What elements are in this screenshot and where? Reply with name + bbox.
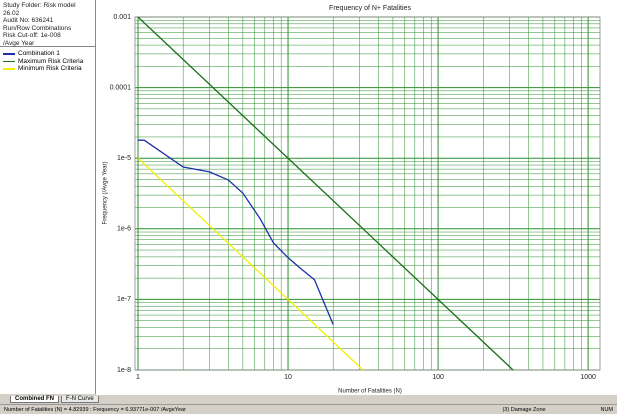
- legend-label: Combination 1: [18, 50, 60, 58]
- info-line: Risk Cut-off: 1e-008: [3, 32, 61, 40]
- info-line: Audit No: 636241: [3, 17, 54, 25]
- y-tick-label: 1e-6: [117, 226, 131, 233]
- status-field: (3) Damage Zone: [502, 406, 546, 413]
- y-tick-label: 0.001: [113, 14, 131, 21]
- chart-background: [96, 0, 617, 395]
- y-tick-label: 0.0001: [110, 84, 132, 91]
- legend-swatch: [3, 53, 15, 55]
- chart: Frequency of N+ Fatalities Number of Fat…: [96, 0, 617, 395]
- y-axis-label: Frequency (/Avge Year): [103, 162, 109, 225]
- tab[interactable]: F-N Curve: [61, 396, 99, 403]
- x-axis-label: Number of Fatalities (N): [338, 389, 402, 395]
- side-panel: Study Folder: Risk model 26.02 Audit No: 6…: [0, 0, 96, 394]
- legend: Combination 1 Maximum Risk Criteria Minimu…: [0, 47, 95, 76]
- legend-swatch: [3, 68, 15, 70]
- status-field: Number of Fatalities (N) = 4.82939 : Fre…: [4, 406, 186, 413]
- status-bar: Number of Fatalities (N) = 4.82939 : Fre…: [0, 404, 617, 414]
- info-line: 26.02: [3, 9, 20, 17]
- x-tick-label: 1000: [580, 374, 596, 381]
- x-tick-label: 100: [432, 374, 444, 381]
- series-line: [138, 139, 334, 325]
- study-info: Study Folder: Risk model 26.02 Audit No: 6…: [0, 0, 95, 47]
- x-tick-label: 10: [284, 374, 292, 381]
- legend-entry: Maximum Risk Criteria: [3, 58, 92, 66]
- x-tick-label: 1: [136, 374, 140, 381]
- y-tick-label: 1e-8: [117, 367, 131, 374]
- legend-swatch: [3, 60, 15, 62]
- tab[interactable]: Combined FN: [10, 396, 59, 403]
- y-tick-label: 1e-5: [117, 155, 131, 162]
- tab-bar: Combined FN F-N Curve: [0, 395, 617, 404]
- info-line: /Avge Year: [3, 39, 35, 47]
- series-line: [137, 16, 514, 371]
- series-line: [137, 157, 364, 371]
- info-line: Study Folder: Risk model: [3, 2, 76, 9]
- legend-entry: Minimum Risk Criteria: [3, 65, 92, 73]
- status-field: NUM: [600, 406, 613, 413]
- info-line: Run/Row Combinations: [3, 24, 72, 32]
- legend-label: Minimum Risk Criteria: [18, 65, 82, 73]
- y-tick-label: 1e-7: [117, 296, 131, 303]
- plot-frame: [134, 16, 601, 371]
- chart-title: Frequency of N+ Fatalities: [329, 5, 411, 12]
- legend-entry: Combination 1: [3, 50, 92, 58]
- legend-label: Maximum Risk Criteria: [18, 57, 84, 65]
